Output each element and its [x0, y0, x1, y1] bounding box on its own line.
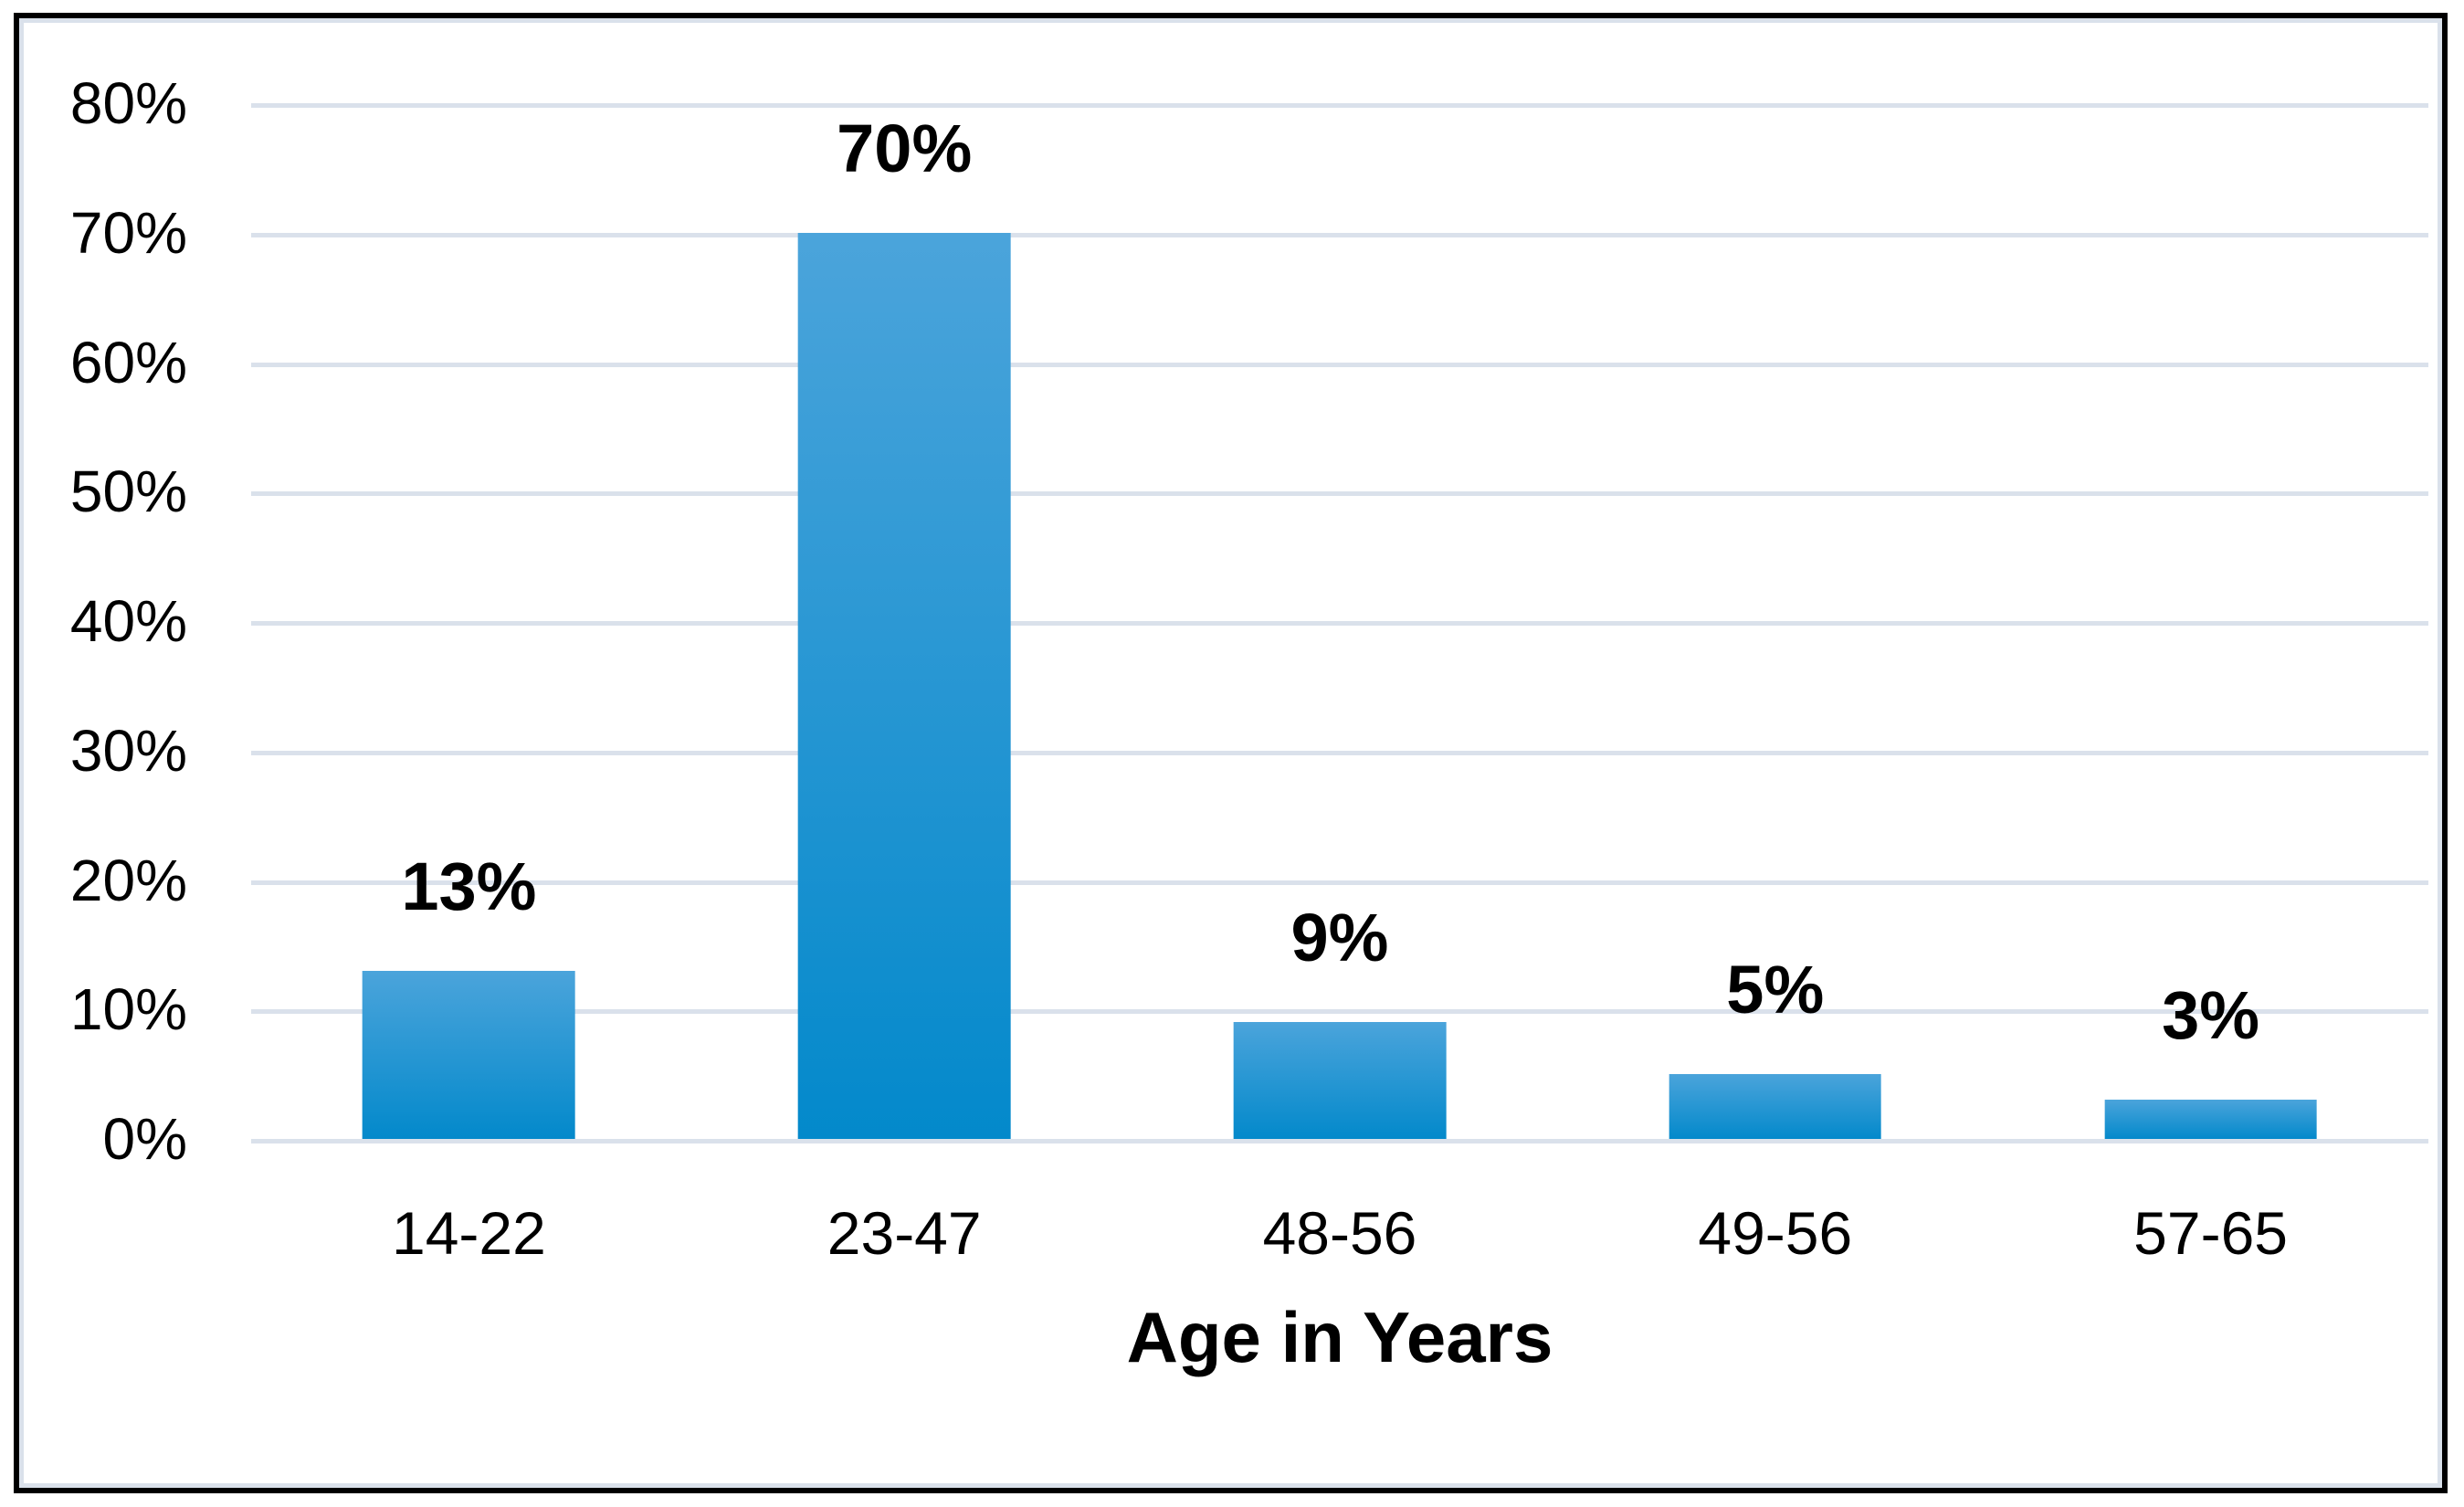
x-tick-label: 49-56: [1698, 1199, 1853, 1267]
y-tick-label: 10%: [69, 976, 187, 1043]
y-tick-label: 40%: [69, 588, 187, 654]
bar-value-label: 5%: [1726, 952, 1825, 1028]
y-tick-label: 50%: [69, 458, 187, 525]
gridline: [251, 1139, 2428, 1143]
bar-value-label: 13%: [401, 848, 537, 924]
bar: [2104, 1100, 2317, 1139]
gridline: [251, 491, 2428, 497]
bar-slot: 9% 48-56: [1122, 103, 1558, 1263]
gridline: [251, 621, 2428, 626]
bar-slot: 3% 57-65: [1993, 103, 2428, 1263]
y-tick-label: 30%: [69, 717, 187, 784]
bar-value-label: 3%: [2162, 977, 2260, 1054]
gridline: [251, 362, 2428, 367]
gridline: [251, 232, 2428, 237]
x-tick-label: 48-56: [1262, 1199, 1417, 1267]
bar: [797, 232, 1011, 1139]
chart-area: 0% 10% 20% 30% 40% 50% 60% 70% 80% 13% 14-22 70% 23…: [19, 18, 2442, 1488]
x-tick-label: 57-65: [2133, 1199, 2288, 1267]
bar-slot: 70% 23-47: [687, 103, 1122, 1263]
y-tick-label: 70%: [69, 199, 187, 266]
figure-border: 0% 10% 20% 30% 40% 50% 60% 70% 80% 13% 14-22 70% 23…: [14, 13, 2448, 1493]
gridline: [251, 1009, 2428, 1015]
y-tick-label: 20%: [69, 847, 187, 913]
gridline: [251, 880, 2428, 885]
bar: [363, 970, 575, 1139]
plot-area: 0% 10% 20% 30% 40% 50% 60% 70% 80% 13% 14-22 70% 23…: [70, 74, 2428, 1263]
bar: [1233, 1022, 1447, 1139]
x-tick-label: 23-47: [827, 1199, 982, 1267]
bars-layer: 13% 14-22 70% 23-47 9% 48-56 5% 49-56 3% 57-65: [251, 103, 2428, 1263]
y-tick-label: 80%: [69, 70, 187, 136]
x-axis-title: Age in Years: [1126, 1297, 1553, 1377]
x-tick-label: 14-22: [391, 1199, 546, 1267]
bar-value-label: 70%: [837, 110, 973, 186]
gridline: [251, 750, 2428, 755]
y-tick-label: 0%: [102, 1106, 188, 1172]
bar-value-label: 9%: [1290, 900, 1389, 976]
bar-slot: 13% 14-22: [251, 103, 687, 1263]
bar-slot: 5% 49-56: [1557, 103, 1993, 1263]
gridline: [251, 103, 2428, 108]
bar: [1669, 1074, 1882, 1139]
y-tick-label: 60%: [69, 329, 187, 395]
